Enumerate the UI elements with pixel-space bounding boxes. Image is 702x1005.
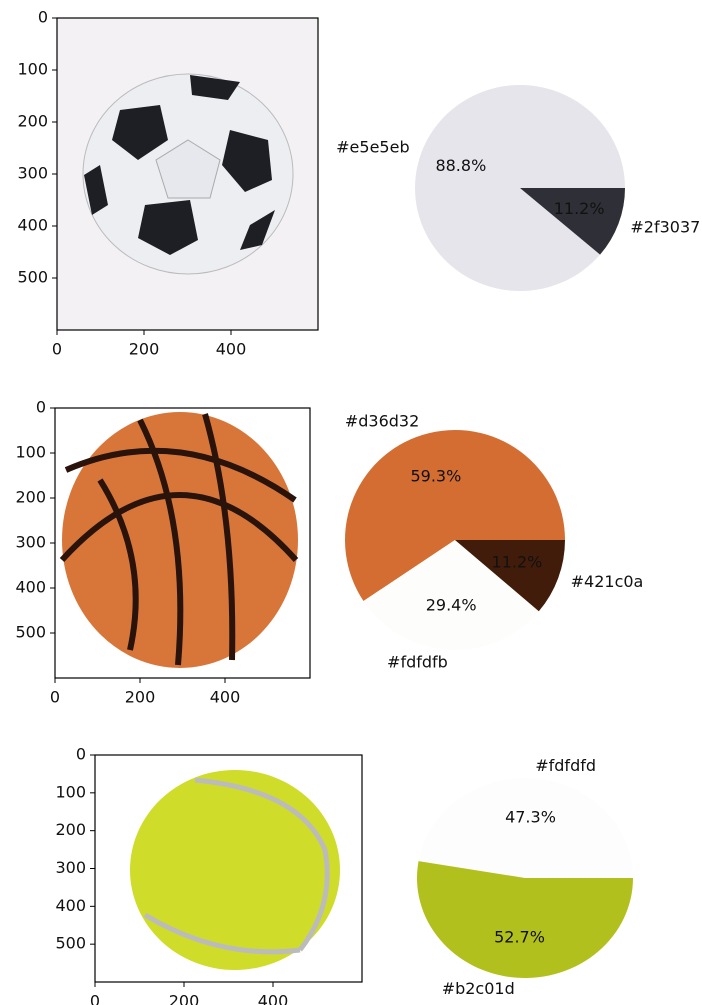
slice-label: #fdfdfd	[535, 756, 596, 775]
slice-label: #2f3037	[630, 217, 700, 236]
tennis-ball-image	[95, 755, 362, 985]
pie-slice	[415, 85, 625, 292]
y-tick-label: 200	[55, 820, 86, 839]
slice-label: #b2c01d	[442, 979, 515, 998]
y-tick-label: 100	[15, 443, 46, 462]
x-tick-label: 400	[216, 340, 247, 359]
y-tick-label: 200	[15, 488, 46, 507]
y-tick-label: 300	[15, 533, 46, 552]
y-tick-label: 200	[17, 112, 48, 131]
pie-slice	[520, 188, 625, 255]
slice-label: #e5e5eb	[336, 138, 409, 157]
slice-label: #fdfdfb	[387, 652, 448, 671]
slice-percent: 29.4%	[426, 595, 477, 614]
pie-slice	[417, 861, 633, 978]
y-tick-label: 300	[55, 858, 86, 877]
slice-percent: 52.7%	[494, 927, 545, 946]
y-tick-label: 100	[17, 60, 48, 79]
y-tick-label: 400	[17, 216, 48, 235]
y-tick-label: 300	[17, 164, 48, 183]
slice-percent: 11.2%	[492, 552, 543, 571]
x-tick-label: 0	[50, 688, 60, 707]
x-tick-label: 400	[258, 992, 289, 1005]
slice-percent: 11.2%	[554, 199, 605, 218]
soccer-ball-image	[57, 18, 318, 330]
slice-percent: 59.3%	[410, 466, 461, 485]
y-tick-label: 500	[15, 623, 46, 642]
x-tick-label: 0	[52, 340, 62, 359]
x-tick-label: 200	[129, 340, 160, 359]
basketball-image	[55, 408, 305, 680]
y-tick-label: 0	[76, 745, 86, 764]
x-tick-label: 0	[90, 992, 100, 1005]
pie-slice	[363, 540, 539, 650]
pie-slice	[345, 430, 565, 602]
y-tick-label: 400	[55, 896, 86, 915]
slice-percent: 47.3%	[505, 808, 556, 827]
y-tick-label: 500	[55, 934, 86, 953]
y-tick-label: 500	[17, 268, 48, 287]
y-tick-label: 400	[15, 578, 46, 597]
pie-slice	[455, 540, 565, 612]
pie-slice	[418, 778, 633, 878]
x-tick-label: 200	[169, 992, 200, 1005]
x-tick-label: 200	[125, 688, 156, 707]
y-tick-label: 100	[55, 782, 86, 801]
slice-label: #421c0a	[571, 572, 644, 591]
slice-label: #d36d32	[345, 412, 419, 431]
x-tick-label: 400	[210, 688, 241, 707]
y-tick-label: 0	[36, 398, 46, 417]
slice-percent: 88.8%	[435, 156, 486, 175]
y-tick-label: 0	[38, 8, 48, 27]
